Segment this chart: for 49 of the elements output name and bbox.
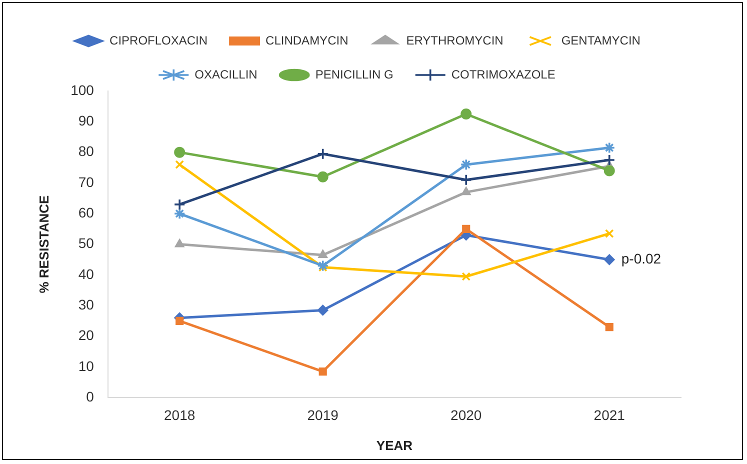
- legend-label: GENTAMYCIN: [561, 33, 640, 48]
- point: [175, 160, 184, 170]
- point: [462, 272, 471, 281]
- point: [174, 198, 186, 210]
- point: [317, 171, 328, 182]
- point: [174, 146, 186, 158]
- y-axis-title: % RESISTANCE: [36, 194, 52, 294]
- legend-label: PENICILLIN G: [315, 67, 394, 82]
- point: [176, 316, 184, 325]
- point: [603, 154, 616, 166]
- point: [460, 108, 472, 120]
- y-tick-label: 50: [78, 235, 94, 252]
- x-tick-label: 2019: [307, 406, 339, 423]
- x-axis-title: YEAR: [376, 438, 414, 453]
- x-tick-label: 2021: [594, 406, 626, 423]
- x-tick-label: 2018: [164, 406, 196, 423]
- point: [460, 174, 472, 186]
- y-tick-label: 100: [70, 82, 94, 98]
- point: [605, 323, 614, 332]
- y-tick-label: 90: [78, 112, 94, 129]
- point: [462, 224, 470, 234]
- annotation: p-0.02: [621, 250, 662, 266]
- point: [604, 165, 615, 176]
- y-tick-label: 10: [78, 358, 94, 374]
- legend-label: CIPROFLOXACIN: [110, 33, 208, 48]
- y-tick-label: 20: [78, 327, 94, 344]
- x-tick-label: 2020: [450, 406, 482, 423]
- point: [318, 250, 328, 258]
- point: [604, 229, 614, 238]
- legend-label: COTRIMOXAZOLE: [451, 67, 556, 82]
- y-tick-label: 70: [78, 174, 94, 190]
- point: [174, 208, 186, 220]
- legend-label: ERYTHROMYCIN: [406, 33, 504, 48]
- point: [317, 304, 328, 316]
- y-tick-label: 60: [78, 204, 94, 220]
- point: [318, 368, 327, 376]
- y-tick-label: 0: [86, 388, 94, 404]
- legend-label: OXACILLIN: [194, 67, 258, 82]
- legend-label: CLINDAMYCIN: [266, 33, 348, 48]
- point: [603, 142, 616, 154]
- point: [461, 186, 471, 196]
- point: [174, 238, 184, 248]
- point: [316, 148, 329, 160]
- point: [604, 254, 615, 266]
- y-tick-label: 40: [78, 266, 94, 282]
- point: [316, 260, 329, 272]
- y-tick-label: 80: [78, 143, 94, 160]
- y-tick-label: 30: [78, 296, 94, 312]
- point: [460, 158, 472, 170]
